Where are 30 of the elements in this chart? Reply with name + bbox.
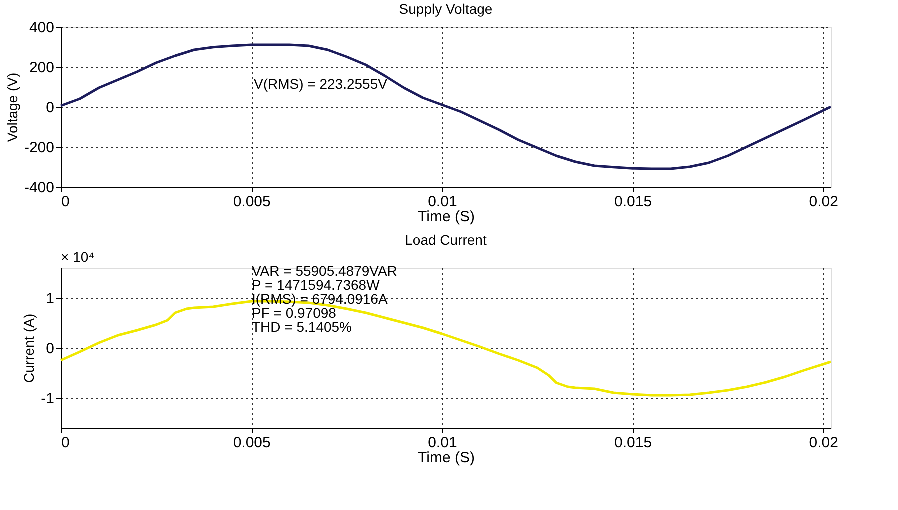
- chart-title: Load Current: [405, 232, 487, 248]
- y-tick-label: 0: [46, 340, 54, 358]
- annotation: V(RMS) = 223.2555V: [254, 76, 388, 92]
- x-tick-label: 0: [62, 434, 70, 452]
- y-tick-label: -400: [24, 180, 54, 196]
- x-tick-label: 0.015: [614, 434, 652, 452]
- text: × 10⁴: [61, 249, 95, 265]
- y-tick-label: 200: [29, 60, 54, 76]
- y-tick-label: 0: [46, 100, 54, 116]
- annotation: VAR = 55905.4879VAR: [252, 263, 398, 279]
- x-axis-title: Time (S): [418, 208, 475, 226]
- y-axis-title: Voltage (V): [4, 72, 20, 142]
- x-tick-label: 0.005: [233, 434, 271, 452]
- annotation: THD = 5.1405%: [252, 319, 352, 335]
- line-series: [60, 44, 832, 170]
- x-tick-label: 0.02: [809, 194, 838, 210]
- x-tick-label: 0: [62, 194, 70, 210]
- y-tick-label: -200: [24, 140, 54, 156]
- x-tick-label: 0.02: [809, 434, 838, 452]
- y-axis-title: Current (A): [21, 314, 38, 384]
- chart-title: Supply Voltage: [399, 1, 493, 17]
- y-tick-label: -1: [41, 390, 54, 408]
- x-tick-label: 0.01: [428, 434, 458, 452]
- annotation: P = 1471594.7368W: [252, 277, 381, 293]
- x-axis-title: Time (S): [418, 450, 475, 466]
- y-tick-label: 1: [46, 290, 54, 308]
- x-tick-label: 0.015: [614, 194, 652, 210]
- y-tick-label: 400: [29, 20, 54, 36]
- x-tick-label: 0.01: [428, 194, 458, 210]
- x-tick-label: 0.005: [233, 194, 271, 210]
